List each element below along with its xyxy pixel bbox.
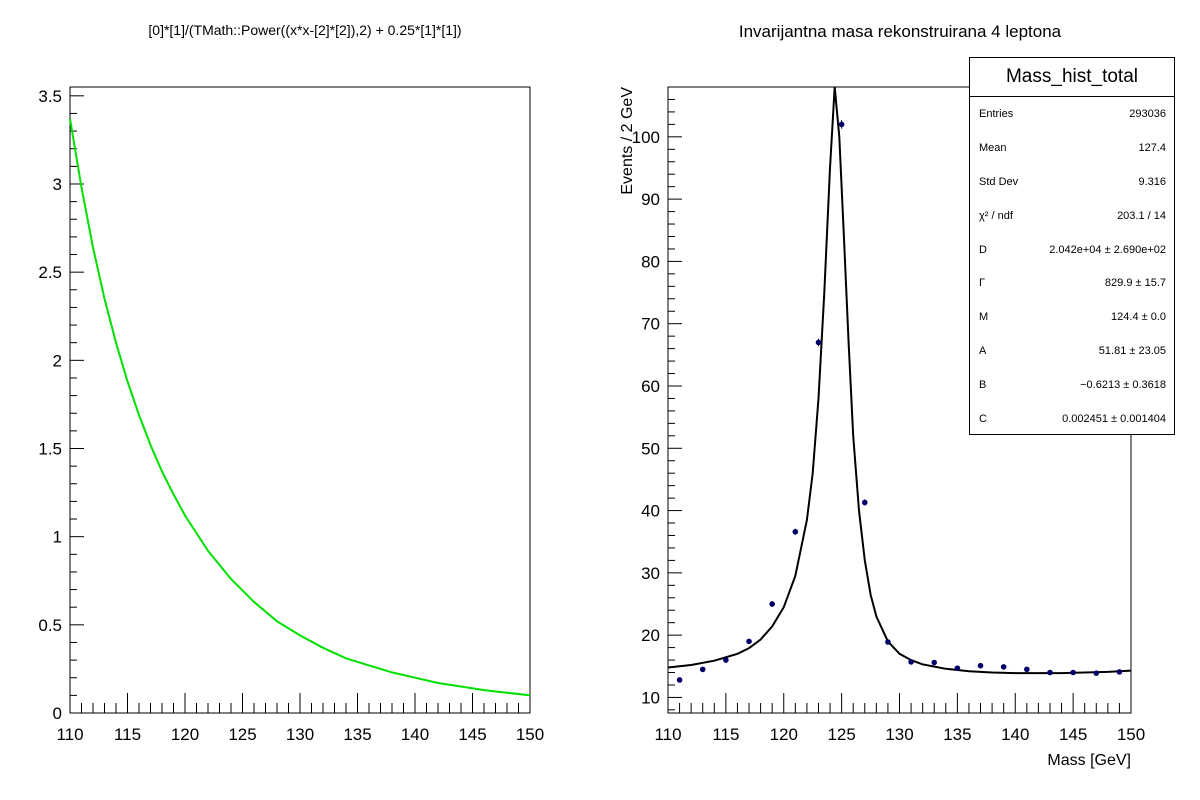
data-point	[676, 677, 683, 683]
data-point	[885, 639, 891, 645]
x-tick-label: 140	[401, 725, 429, 744]
stats-row-value: 51.81 ± 23.05	[1098, 345, 1166, 358]
x-tick-label: 130	[286, 725, 314, 744]
data-point	[723, 657, 729, 663]
stats-row-label: A	[979, 345, 987, 358]
stats-row-label: D	[979, 243, 987, 256]
x-tick-label: 135	[943, 725, 971, 744]
stats-row: D 2.042e+04 ± 2.690e+02	[970, 233, 1174, 267]
y-tick-label: 0	[53, 704, 62, 723]
left-chart-title: [0]*[1]/(TMath::Power((x*x-[2]*[2]),2) +…	[148, 22, 462, 38]
x-tick-label: 150	[1117, 725, 1145, 744]
data-point	[861, 499, 868, 506]
x-tick-label: 145	[458, 725, 486, 744]
y-tick-label: 1.5	[38, 439, 62, 458]
y-tick-label: 90	[641, 190, 660, 209]
y-tick-label: 40	[641, 502, 660, 521]
data-point	[977, 662, 984, 669]
x-tick-label: 120	[171, 725, 199, 744]
stats-row: C 0.002451 ± 0.001404	[970, 402, 1174, 436]
x-tick-label: 130	[885, 725, 913, 744]
stats-row-value: 293036	[1129, 108, 1166, 120]
x-tick-label: 150	[516, 725, 544, 744]
stats-row-value: 829.9 ± 15.7	[1104, 277, 1166, 290]
stats-row: Std Dev 9.316	[970, 165, 1174, 199]
data-point	[1000, 664, 1007, 670]
stats-row-label: Std Dev	[979, 175, 1019, 188]
right-chart-title: Invarijantna masa rekonstruirana 4 lepto…	[738, 22, 1062, 41]
data-point	[931, 659, 938, 666]
y-tick-label: 80	[641, 252, 660, 271]
y-tick-label: 100	[632, 128, 660, 147]
x-tick-label: 120	[770, 725, 798, 744]
data-point	[1047, 669, 1053, 676]
function-curve	[69, 118, 531, 697]
stats-row: Entries 293036	[970, 97, 1174, 131]
y-tick-label: 3	[53, 175, 62, 194]
stats-row: A 51.81 ± 23.05	[970, 334, 1174, 368]
x-tick-label: 135	[343, 725, 371, 744]
y-tick-label: 0.5	[38, 616, 62, 635]
y-tick-label: 2	[53, 351, 62, 370]
data-point	[1024, 666, 1030, 673]
stats-row: B −0.6213 ± 0.3618	[970, 368, 1174, 402]
y-tick-label: 60	[641, 377, 660, 396]
y-tick-label: 20	[641, 626, 660, 645]
stats-row-label: χ² / ndf	[979, 209, 1013, 222]
stats-row-label: Mean	[979, 141, 1007, 154]
x-tick-label: 125	[228, 725, 256, 744]
x-tick-label: 110	[654, 725, 681, 744]
data-point	[1116, 669, 1123, 675]
y-tick-label: 70	[641, 315, 660, 334]
stats-row: Mean 127.4	[970, 131, 1174, 165]
data-point	[815, 339, 822, 346]
stats-row-value: 9.316	[1138, 175, 1166, 188]
data-point	[792, 528, 799, 535]
stats-row-label: Entries	[979, 108, 1014, 120]
stats-row: M 124.4 ± 0.0	[970, 300, 1174, 334]
data-point	[769, 601, 775, 607]
x-tick-label: 115	[712, 725, 739, 744]
y-tick-label: 2.5	[38, 263, 62, 282]
fit-curve	[668, 87, 1131, 675]
y-tick-label: 1	[53, 528, 62, 547]
y-tick-label: 3.5	[38, 87, 62, 106]
stats-row-label: C	[979, 413, 987, 426]
x-tick-label: 115	[114, 725, 141, 744]
data-point	[838, 121, 845, 128]
stats-row-label: M	[979, 311, 989, 324]
x-tick-label: 145	[1059, 725, 1087, 744]
stats-box-title: Mass_hist_total	[970, 58, 1174, 97]
stats-row-value: 127.4	[1138, 141, 1166, 154]
x-tick-label: 110	[56, 725, 83, 744]
stats-row-value: 2.042e+04 ± 2.690e+02	[1049, 243, 1166, 256]
data-point	[908, 659, 914, 665]
y-tick-label: 50	[641, 439, 660, 458]
stats-row-value: 203.1 / 14	[1117, 209, 1166, 222]
stats-row-label: Γ	[979, 277, 986, 290]
x-axis-label: Mass [GeV]	[1047, 752, 1131, 769]
stats-row-label: B	[979, 379, 987, 392]
x-tick-label: 140	[1001, 725, 1029, 744]
x-tick-label: 125	[827, 725, 855, 744]
data-point	[746, 638, 752, 645]
data-point	[954, 665, 961, 671]
y-tick-label: 30	[641, 564, 660, 583]
data-point	[699, 666, 706, 673]
y-tick-label: 10	[641, 688, 660, 707]
data-point	[1093, 670, 1100, 676]
stats-row-value: 124.4 ± 0.0	[1111, 311, 1166, 324]
stats-row: Γ 829.9 ± 15.7	[970, 266, 1174, 300]
right-chart: 110 115 120 125 130 135 140 145 150 10 20 30 40 50 60 7…	[619, 86, 1145, 769]
left-chart: 110 115 120 125 130 135 140 145 150 0 0.5 1 1.5 2 2.5 3…	[38, 86, 544, 744]
plot-frame	[69, 86, 531, 714]
stats-row: χ² / ndf 203.1 / 14	[970, 199, 1174, 233]
data-point	[1070, 669, 1076, 676]
stats-row-value: −0.6213 ± 0.3618	[1080, 379, 1166, 392]
stats-box: Mass_hist_total Entries 293036 Mean 127.4 St…	[969, 57, 1175, 435]
y-axis-label: Events / 2 GeV	[619, 87, 636, 195]
stats-row-value: 0.002451 ± 0.001404	[1062, 413, 1166, 426]
